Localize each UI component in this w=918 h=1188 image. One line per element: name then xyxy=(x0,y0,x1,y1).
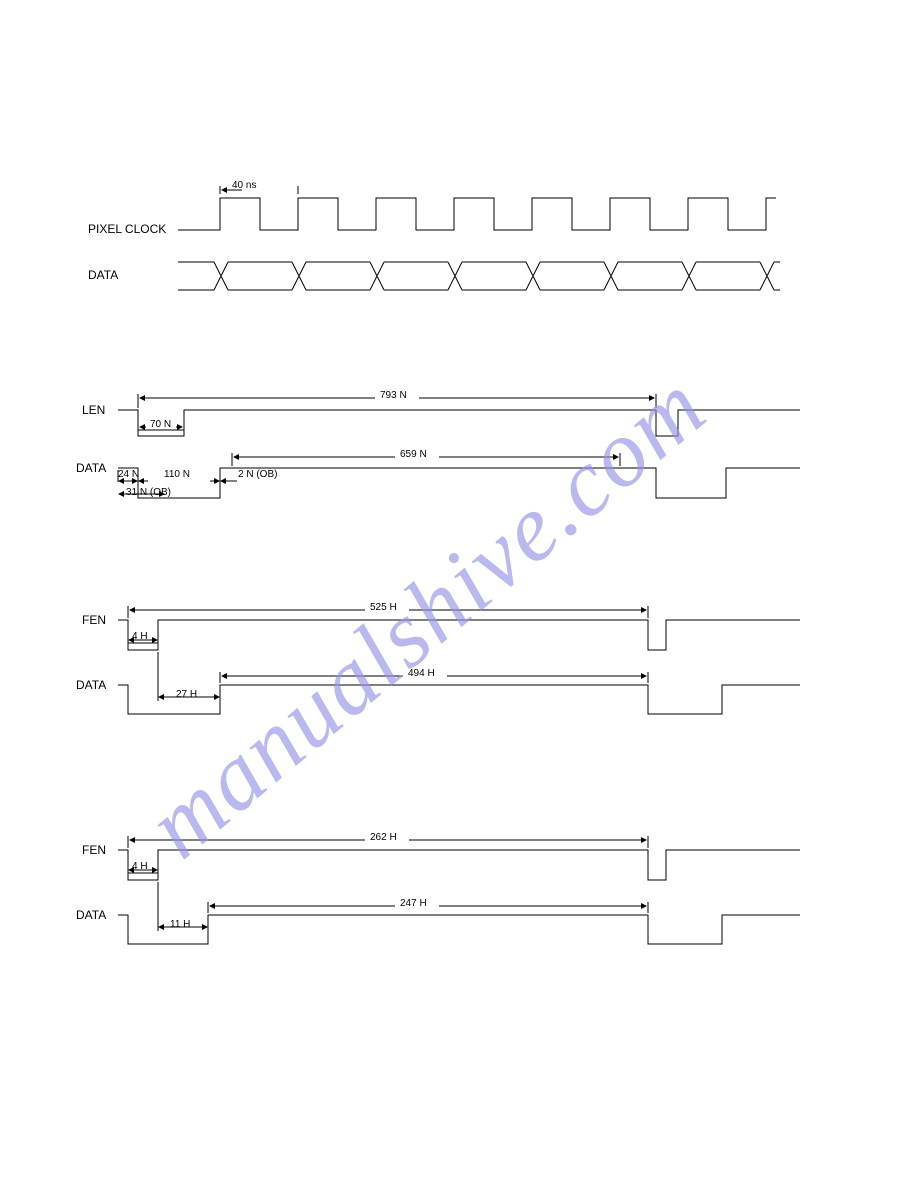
dim-525h: 525 H xyxy=(370,602,397,613)
dim-247h: 247 H xyxy=(400,898,427,909)
pixel-clock-label: PIXEL CLOCK xyxy=(88,222,166,236)
dim-659n: 659 N xyxy=(400,449,427,460)
dim-4h-2: 4 H xyxy=(132,861,148,872)
clock-data-label: DATA xyxy=(88,268,118,282)
dim-793n: 793 N xyxy=(380,390,407,401)
len-data-label: DATA xyxy=(76,461,106,475)
dim-494h: 494 H xyxy=(408,668,435,679)
fen1-label: FEN xyxy=(82,613,106,627)
fen2-data-label: DATA xyxy=(76,908,106,922)
dim-70n: 70 N xyxy=(150,419,171,430)
dim-262h: 262 H xyxy=(370,832,397,843)
dim-110n: 110 N xyxy=(164,469,190,480)
fen2-label: FEN xyxy=(82,843,106,857)
period-40ns-label: 40 ns xyxy=(232,180,256,191)
fen1-data-label: DATA xyxy=(76,678,106,692)
dim-4h-1: 4 H xyxy=(132,631,148,642)
timing-diagram-svg xyxy=(0,0,918,1188)
dim-2n-ob: 2 N (OB) xyxy=(238,469,277,480)
dim-11h: 11 H xyxy=(170,919,190,930)
dim-31n-ob: 31 N (OB) xyxy=(126,487,171,498)
len-label: LEN xyxy=(82,403,105,417)
dim-27h: 27 H xyxy=(176,689,197,700)
dim-24n: 24 N xyxy=(118,469,139,480)
